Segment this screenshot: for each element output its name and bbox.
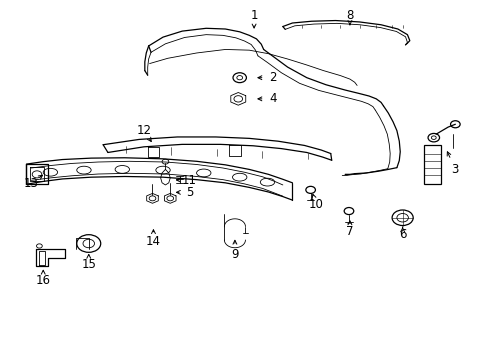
Text: 10: 10	[308, 198, 323, 211]
Text: 16: 16	[36, 274, 51, 287]
Text: 11: 11	[182, 174, 197, 186]
Text: 13: 13	[24, 177, 39, 190]
Text: 9: 9	[231, 248, 238, 261]
Text: 6: 6	[398, 228, 406, 241]
Text: 14: 14	[145, 235, 161, 248]
Text: 7: 7	[346, 225, 353, 238]
Text: 3: 3	[451, 163, 458, 176]
Text: 4: 4	[269, 93, 276, 105]
Text: 15: 15	[81, 258, 96, 271]
Text: 5: 5	[185, 186, 193, 199]
Text: 2: 2	[269, 71, 276, 84]
Text: 1: 1	[250, 9, 257, 22]
FancyBboxPatch shape	[424, 145, 440, 184]
Text: 8: 8	[346, 9, 353, 22]
Text: 12: 12	[136, 124, 151, 137]
